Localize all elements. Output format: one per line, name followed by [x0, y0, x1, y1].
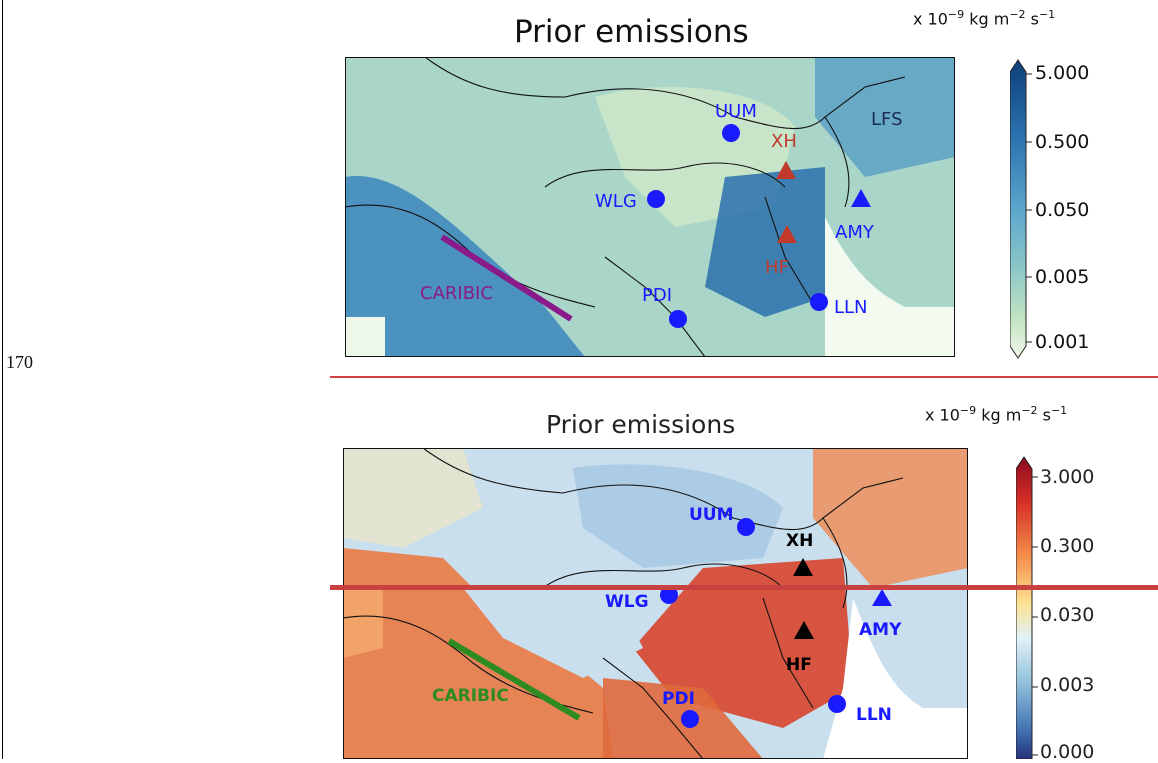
top-colorbar-tick: 0.500 [1035, 131, 1090, 153]
bottom-colorbar-tick: 0.000 [1040, 741, 1095, 763]
top-label-xh: XH [771, 131, 797, 152]
bottom-label-wlg: WLG [605, 592, 649, 612]
bottom-site-wlg-marker [660, 586, 678, 604]
top-map-title: Prior emissions [514, 14, 749, 50]
top-colorbar-tick: 0.005 [1035, 266, 1090, 288]
bottom-label-lln: LLN [856, 705, 892, 725]
bottom-sea [823, 598, 968, 759]
bottom-region-tibet [463, 588, 643, 678]
top-label-amy: AMY [835, 222, 875, 243]
separator-line [330, 376, 1158, 378]
top-colorbar-tick: 0.001 [1035, 331, 1090, 353]
top-site-hf-marker [777, 225, 797, 243]
bottom-borders [343, 448, 904, 759]
top-label-hf: HF [765, 257, 789, 278]
margin-line [2, 0, 3, 759]
bottom-label-xh: XH [786, 531, 813, 551]
bottom-label-pdi: PDI [662, 689, 695, 709]
top-label-lln: LLN [834, 297, 868, 318]
bottom-site-xh-marker [793, 558, 813, 576]
bottom-region-india [343, 548, 613, 759]
top-region-northeast [815, 57, 955, 177]
top-colorbar-tick: 0.050 [1035, 199, 1090, 221]
top-site-uum-marker [722, 124, 740, 142]
bottom-region-northeast [813, 448, 968, 588]
bottom-colorbar-tick: 0.300 [1040, 535, 1095, 557]
bottom-colorbar [1016, 456, 1038, 759]
top-region-india [345, 176, 585, 357]
bottom-site-hf-marker [794, 621, 814, 639]
top-site-wlg-marker [647, 190, 665, 208]
highlight-line [330, 585, 1158, 590]
top-sea-sw [345, 317, 385, 357]
top-region-east-china [705, 167, 825, 317]
bottom-caribic-track [447, 638, 581, 721]
bottom-emission-map: CARIBIC UUM XH WLG AMY HF PDI LLN [343, 448, 968, 759]
bottom-colorbar-tick: 0.030 [1040, 604, 1095, 626]
top-label-lfs: LFS [871, 109, 903, 130]
top-site-xh-marker [776, 161, 796, 179]
top-label-wlg: WLG [595, 191, 637, 212]
top-colorbar [1010, 59, 1032, 359]
bottom-site-pdi-marker [681, 710, 699, 728]
bottom-colorbar-tick: 3.000 [1040, 466, 1095, 488]
top-site-pdi-marker [669, 310, 687, 328]
top-site-amy-marker [851, 189, 871, 207]
bottom-region-pakistan [343, 588, 383, 658]
bottom-label-hf: HF [786, 655, 812, 675]
bottom-label-caribic: CARIBIC [432, 686, 509, 706]
bottom-region-east-china [633, 558, 853, 728]
top-borders [345, 57, 906, 357]
top-emission-map: CARIBIC UUM XH LFS WLG AMY HF PDI LLN [345, 57, 955, 357]
bottom-site-lln-marker [828, 695, 846, 713]
top-site-lln-marker [810, 293, 828, 311]
top-label-uum: UUM [715, 101, 757, 122]
bottom-site-uum-marker [737, 518, 755, 536]
top-sea [825, 217, 955, 357]
bottom-map-title: Prior emissions [546, 410, 736, 439]
bottom-site-amy-marker [872, 589, 892, 606]
top-label-pdi: PDI [642, 285, 672, 306]
top-units-label: x 10−9 kg m−2 s−1 [913, 8, 1056, 29]
bottom-label-amy: AMY [859, 620, 902, 640]
top-colorbar-tick: 5.000 [1035, 62, 1090, 84]
bottom-units-label: x 10−9 kg m−2 s−1 [925, 404, 1068, 425]
top-caribic-track [440, 234, 573, 322]
top-label-caribic: CARIBIC [420, 283, 493, 304]
bottom-region-west [343, 448, 483, 548]
bottom-region-mongolia [573, 464, 783, 568]
bottom-colorbar-tick: 0.003 [1040, 674, 1095, 696]
line-number: 170 [6, 352, 33, 372]
bottom-label-uum: UUM [689, 505, 734, 525]
